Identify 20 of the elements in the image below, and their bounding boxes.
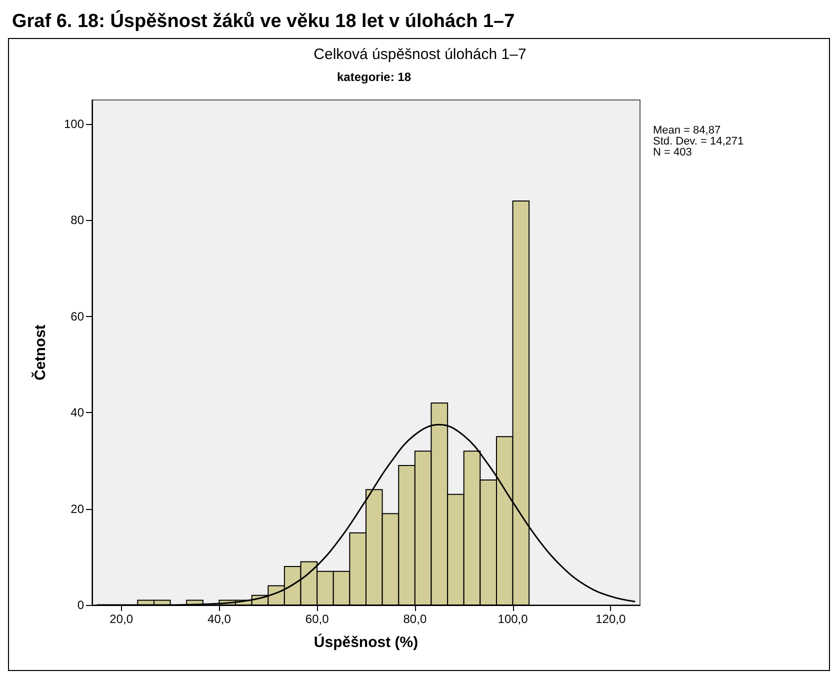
x-tick-label: 20,0	[110, 612, 134, 626]
x-tick-label: 120,0	[596, 612, 626, 626]
y-axis-title: Četnost	[31, 324, 49, 380]
x-tick-label: 40,0	[208, 612, 232, 626]
chart-subtitle: kategorie: 18	[336, 70, 412, 84]
text: Graf 6. 18: Úspěšnost žáků ve věku 18 let v úlohách 1–7	[12, 10, 515, 32]
chart-title: Celková úspěšnost úlohách 1–7	[314, 46, 526, 63]
y-tick-label: 40	[70, 406, 84, 420]
y-tick-label: 80	[70, 213, 84, 228]
x-axis-title: Úspěšnost (%)	[314, 633, 418, 651]
x-tick-label: 80,0	[403, 612, 427, 626]
text: N = 403	[653, 146, 692, 158]
y-tick-label: 100	[64, 117, 84, 132]
text: Mean = 84,87	[653, 124, 721, 136]
y-tick-label: 0	[77, 598, 84, 612]
y-tick-label: 20	[70, 502, 84, 516]
x-tick-label: 100,0	[498, 612, 528, 626]
text: Std. Dev. = 14,271	[653, 136, 744, 148]
y-tick-label: 60	[70, 309, 84, 324]
x-tick-label: 60,0	[305, 612, 330, 626]
